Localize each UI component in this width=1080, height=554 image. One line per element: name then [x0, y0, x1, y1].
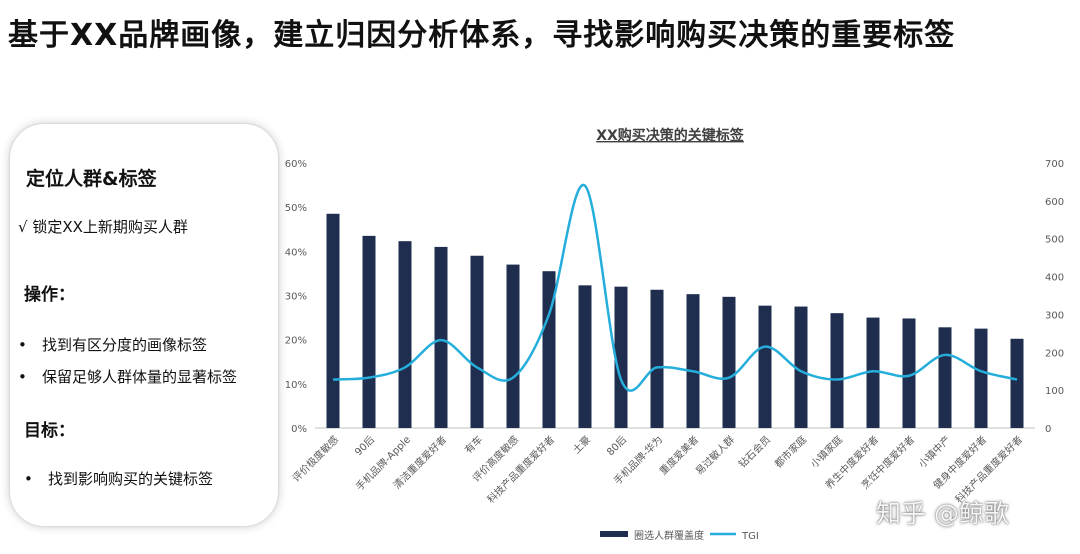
tgi-series — [332, 183, 1018, 392]
panel-check-item: √ 锁定XX上新期购买人群 — [18, 218, 188, 236]
side-panel: 定位人群&标签 √ 锁定XX上新期购买人群 操作： • 找到有区分度的画像标签 •… — [10, 124, 278, 526]
legend-label-line: TGI — [741, 531, 759, 542]
list-item: • 找到影响购买的关键标签 — [24, 468, 213, 489]
tgi-line — [332, 183, 1018, 392]
bar — [650, 289, 664, 428]
bar — [542, 271, 556, 428]
list-item: • 保留足够人群体量的显著标签 — [18, 366, 237, 387]
x-tick-label: 易过敏人群 — [693, 433, 738, 478]
y-right-tick-label: 0 — [1045, 424, 1051, 435]
list-item-text: 保留足够人群体量的显著标签 — [42, 368, 238, 386]
list-item-text: 找到有区分度的画像标签 — [42, 336, 208, 354]
x-tick-label: 小镇家庭 — [808, 433, 845, 470]
x-tick-label: 90后 — [353, 434, 378, 459]
x-tick-label: 评价极度敏感 — [290, 433, 342, 485]
y-right-tick-label: 200 — [1045, 348, 1064, 359]
bullet-icon: • — [18, 368, 27, 386]
y-left-tick-label: 20% — [285, 336, 307, 347]
x-tick-label: 钻石会员 — [736, 433, 773, 470]
y-left-tick-label: 60% — [285, 159, 307, 170]
bar — [398, 241, 412, 428]
watermark: 知乎 @鲸歌 — [876, 499, 1009, 528]
bullet-icon: • — [24, 470, 33, 488]
bar — [902, 318, 916, 428]
chart-title: XX购买决策的关键标签 — [596, 127, 745, 144]
chart: XX购买决策的关键标签 0% 10% 20% 30% 40% 50% 60% 0 100 200 3… — [285, 127, 1064, 542]
list-item: • 找到有区分度的画像标签 — [18, 334, 207, 355]
y-right-tick-label: 500 — [1045, 235, 1064, 246]
bar — [938, 327, 952, 428]
bar — [362, 235, 376, 428]
x-tick-label: 科技产品重度爱好者 — [484, 433, 557, 506]
bar — [434, 246, 448, 428]
y-right-tick-label: 600 — [1045, 197, 1064, 208]
legend-swatch-bar — [600, 531, 628, 537]
page-title: 基于XX品牌画像，建立归因分析体系，寻找影响购买决策的重要标签 — [8, 18, 956, 53]
bar — [974, 328, 988, 428]
bar — [614, 286, 628, 428]
bar-series — [326, 213, 1024, 428]
x-tick-label: 小镇中产 — [916, 433, 953, 470]
section-label-goal: 目标： — [24, 421, 75, 441]
legend-label-bar: 圈选人群覆盖度 — [634, 529, 704, 542]
x-tick-label: 土豪 — [570, 433, 593, 456]
bar — [1010, 338, 1024, 428]
y-right-tick-label: 700 — [1045, 159, 1064, 170]
chart-legend: 圈选人群覆盖度 TGI — [600, 529, 759, 542]
list-item-text: 找到影响购买的关键标签 — [48, 470, 214, 488]
bar — [470, 255, 484, 428]
bar — [326, 213, 340, 428]
x-tick-label: 都市家庭 — [772, 433, 809, 470]
y-left-tick-label: 50% — [285, 203, 307, 214]
x-tick-label: 有车 — [462, 433, 485, 456]
section-label-operation: 操作： — [24, 285, 75, 305]
bar — [578, 285, 592, 428]
y-left-tick-label: 0% — [291, 424, 307, 435]
bullet-icon: • — [18, 336, 27, 354]
bar — [794, 306, 808, 428]
y-left-tick-label: 30% — [285, 292, 307, 303]
panel-heading: 定位人群&标签 — [26, 168, 157, 190]
bar — [758, 305, 772, 428]
y-left-tick-label: 40% — [285, 247, 307, 258]
bar — [830, 313, 844, 428]
bar — [722, 296, 736, 428]
y-right-tick-label: 400 — [1045, 273, 1064, 284]
y-right-tick-label: 100 — [1045, 386, 1064, 397]
bar — [866, 317, 880, 428]
y-right-tick-label: 300 — [1045, 310, 1064, 321]
y-left-tick-label: 10% — [285, 380, 307, 391]
bar — [686, 294, 700, 428]
x-tick-label: 80后 — [605, 434, 630, 459]
bar — [506, 264, 520, 428]
